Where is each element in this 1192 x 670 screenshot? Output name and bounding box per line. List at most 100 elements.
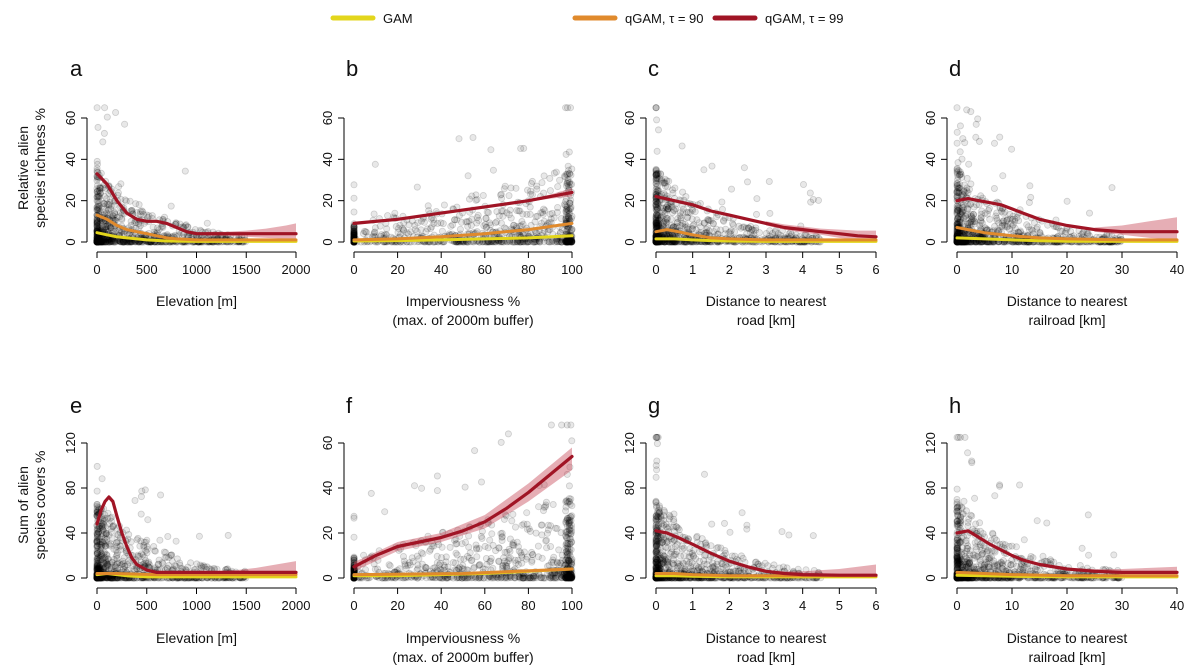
scatter-point: [1086, 209, 1094, 217]
scatter-point: [140, 210, 148, 218]
scatter-point: [93, 164, 101, 172]
scatter-point: [94, 187, 102, 195]
scatter-point: [95, 238, 103, 246]
scatter-point: [102, 220, 110, 228]
scatter-point: [93, 104, 101, 112]
scatter-point: [473, 553, 481, 561]
scatter-point: [654, 186, 662, 194]
scatter-point: [1001, 221, 1009, 229]
scatter-point: [728, 185, 736, 193]
scatter-point: [362, 228, 370, 236]
x-tick-label: 0: [350, 262, 357, 277]
scatter-point: [111, 238, 119, 246]
scatter-point: [653, 116, 661, 124]
scatter-point: [433, 472, 441, 480]
scatter-point: [97, 238, 105, 246]
x-axis-label: railroad [km]: [1028, 312, 1105, 328]
scatter-point: [999, 172, 1007, 180]
scatter-point: [105, 222, 113, 230]
scatter-point: [101, 104, 109, 112]
scatter-point: [994, 226, 1002, 234]
scatter-point: [654, 204, 662, 212]
scatter-point: [116, 542, 124, 550]
x-tick-label: 2: [726, 262, 733, 277]
scatter-point: [93, 236, 101, 244]
y-tick-label: 0: [923, 238, 938, 245]
scatter-points: [350, 104, 576, 246]
scatter-point: [993, 216, 1001, 224]
scatter-point: [993, 209, 1001, 217]
y-tick-label: 60: [320, 111, 335, 125]
scatter-point: [98, 556, 106, 564]
scatter-point: [500, 185, 508, 193]
scatter-point: [967, 108, 975, 116]
scatter-point: [491, 219, 499, 227]
scatter-point: [677, 214, 685, 222]
scatter-point: [203, 219, 211, 227]
scatter-point: [568, 165, 576, 173]
y-tick-label: 0: [622, 238, 637, 245]
y-tick-label: 20: [923, 193, 938, 207]
scatter-point: [95, 205, 103, 213]
scatter-point: [95, 238, 103, 246]
scatter-point: [116, 238, 124, 246]
scatter-point: [731, 228, 739, 236]
scatter-point: [103, 195, 111, 203]
x-axis-label: road [km]: [737, 312, 795, 328]
row-label-line: Relative alien: [15, 126, 31, 210]
scatter-point: [103, 200, 111, 208]
scatter-point: [718, 198, 726, 206]
x-tick-label: 1000: [182, 262, 211, 277]
scatter-point: [106, 238, 114, 246]
scatter-point: [94, 238, 102, 246]
x-tick-label: 500: [136, 262, 158, 277]
scatter-point: [93, 235, 101, 243]
scatter-point: [93, 238, 101, 246]
x-tick-label: 80: [521, 262, 535, 277]
panel-letter: a: [70, 56, 83, 81]
scatter-point: [663, 214, 671, 222]
y-tick-label: 40: [320, 152, 335, 166]
x-tick-label: 40: [434, 262, 448, 277]
scatter-point: [95, 202, 103, 210]
scatter-point: [350, 208, 358, 216]
scatter-point: [128, 206, 136, 214]
scatter-point: [96, 192, 104, 200]
row-label: Relative alien species richness %: [15, 108, 48, 228]
scatter-point: [119, 557, 127, 565]
scatter-point: [568, 437, 576, 445]
x-axis-label: Distance to nearest: [706, 293, 827, 309]
scatter-point: [561, 173, 569, 181]
scatter-point: [956, 171, 964, 179]
x-tick-label: 0: [93, 262, 100, 277]
y-tick-label: 20: [622, 193, 637, 207]
panel-letter: e: [70, 393, 82, 418]
scatter-point: [148, 212, 156, 220]
scatter-point: [520, 144, 528, 152]
scatter-point: [565, 148, 573, 156]
y-tick-label: 40: [923, 152, 938, 166]
scatter-point: [953, 214, 961, 222]
y-tick-label: 0: [320, 238, 335, 245]
scatter-point: [497, 190, 505, 198]
scatter-point: [959, 135, 967, 143]
scatter-point: [540, 172, 548, 180]
row-labels: Relative alien species richness %Sum of a…: [15, 108, 48, 559]
scatter-point: [150, 543, 158, 551]
scatter-point: [719, 216, 727, 224]
scatter-point: [127, 538, 135, 546]
scatter-point: [370, 229, 378, 237]
y-tick-label: 60: [923, 111, 938, 125]
scatter-point: [95, 238, 103, 246]
scatter-point: [93, 218, 101, 226]
scatter-point: [438, 543, 446, 551]
scatter-point: [93, 236, 101, 244]
scatter-point: [956, 122, 964, 130]
scatter-point: [112, 109, 120, 117]
scatter-point: [96, 237, 104, 245]
scatter-point: [113, 551, 121, 559]
scatter-point: [104, 509, 112, 517]
